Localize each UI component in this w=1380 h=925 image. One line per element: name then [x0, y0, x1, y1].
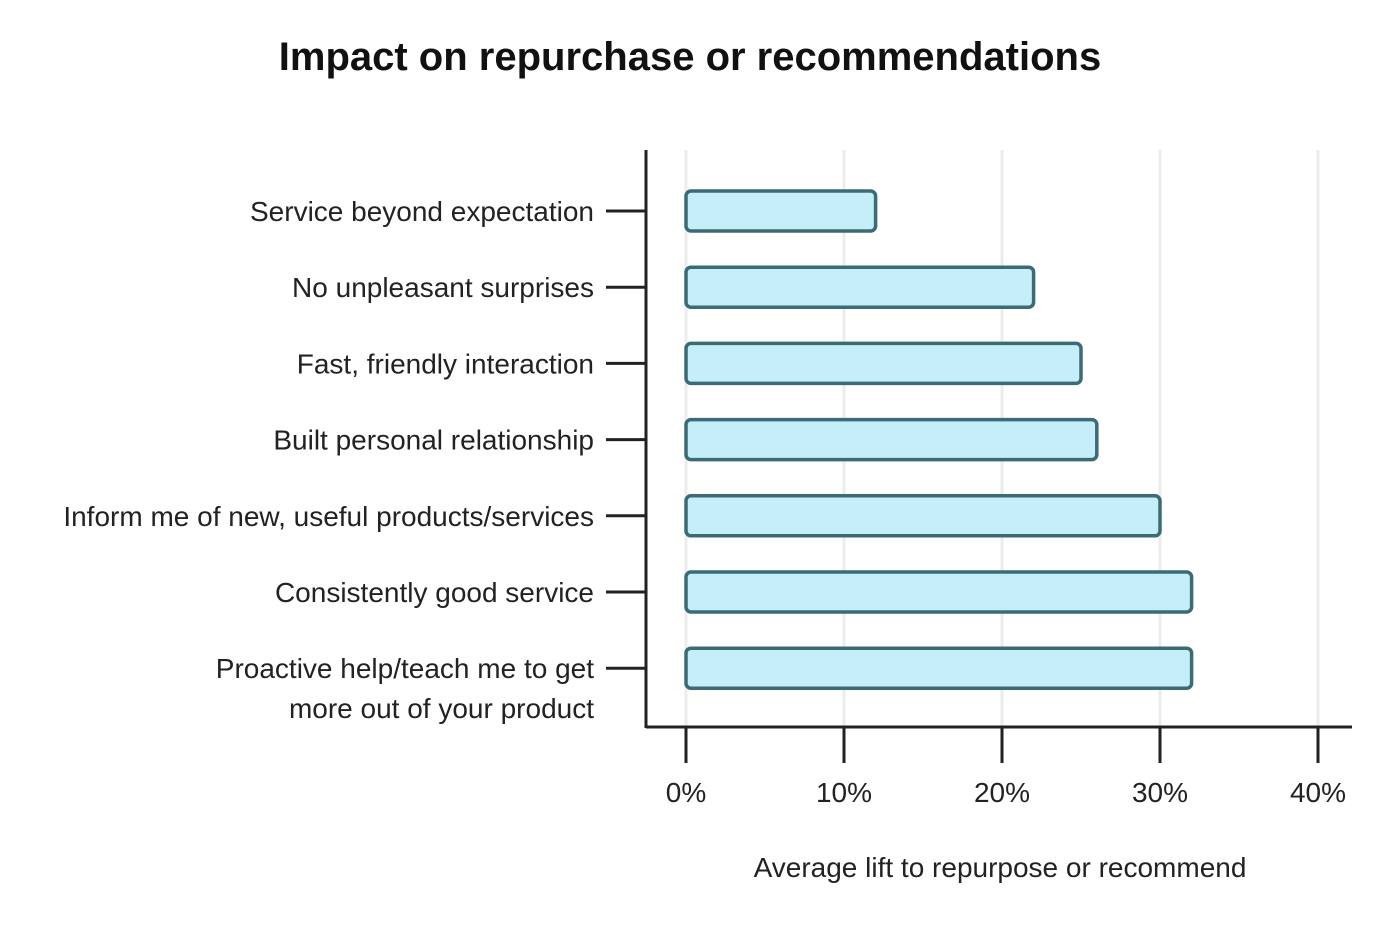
category-label-3-line-0: Built personal relationship — [273, 425, 594, 456]
x-tick-label-2: 20% — [974, 777, 1030, 808]
x-tick-label-4: 40% — [1290, 777, 1346, 808]
bar-2 — [684, 341, 1083, 386]
x-tick-label-1: 10% — [816, 777, 872, 808]
category-label-0-line-0: Service beyond expectation — [250, 196, 594, 227]
category-label-6-line-1: more out of your product — [289, 693, 594, 724]
category-label-2-line-0: Fast, friendly interaction — [297, 348, 594, 379]
bar-6 — [684, 646, 1194, 690]
category-label-2: Fast, friendly interaction — [297, 348, 594, 379]
category-label-5: Consistently good service — [275, 577, 594, 608]
category-label-1-line-0: No unpleasant surprises — [292, 272, 594, 303]
bar-3 — [684, 417, 1099, 462]
bars — [684, 189, 1194, 690]
x-tick-label-0: 0% — [666, 777, 706, 808]
category-label-1: No unpleasant surprises — [292, 272, 594, 303]
x-tick-label-3: 30% — [1132, 777, 1188, 808]
category-label-0: Service beyond expectation — [250, 196, 594, 227]
category-label-6-line-0: Proactive help/teach me to get — [216, 653, 594, 684]
x-ticks: 0% 10% 20% 30% 40% — [666, 727, 1346, 808]
bar-5 — [684, 570, 1194, 614]
x-axis-title: Average lift to repurpose or recommend — [754, 852, 1247, 883]
category-label-5-line-0: Consistently good service — [275, 577, 594, 608]
category-label-6: Proactive help/teach me to get more out o… — [216, 653, 594, 724]
category-labels: Service beyond expectation No unpleasant … — [63, 196, 646, 724]
bar-1 — [684, 265, 1036, 309]
bar-4 — [684, 494, 1162, 538]
category-label-4-line-0: Inform me of new, useful products/servic… — [63, 501, 594, 532]
category-label-3: Built personal relationship — [273, 425, 594, 456]
chart-title: Impact on repurchase or recommendations — [279, 35, 1101, 79]
bar-0 — [684, 189, 878, 233]
category-label-4: Inform me of new, useful products/servic… — [63, 501, 594, 532]
